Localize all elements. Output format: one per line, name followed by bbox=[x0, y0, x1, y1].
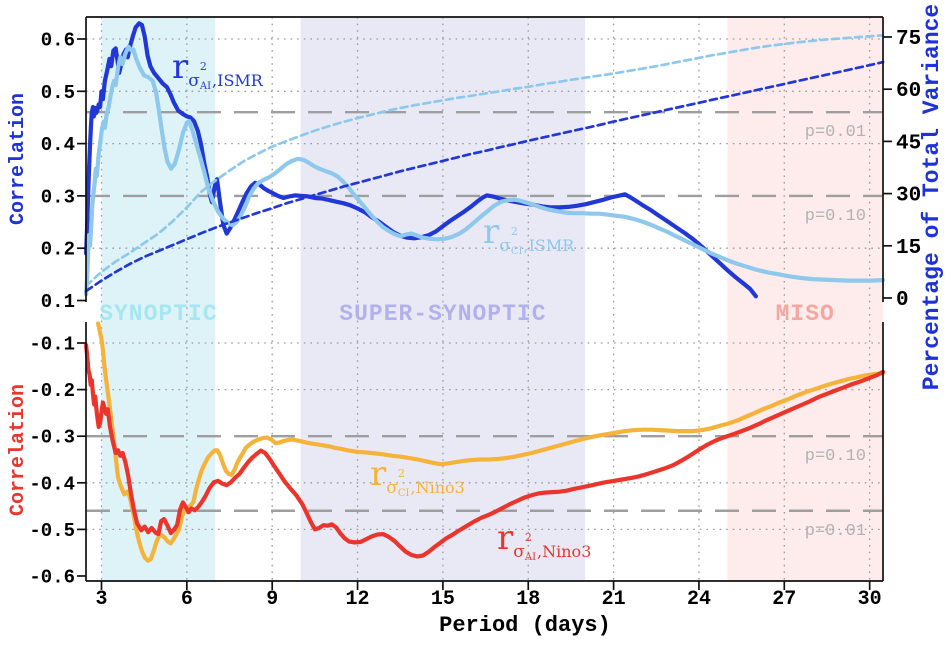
top-left-axis-title: Correlation bbox=[7, 93, 30, 225]
tick-label-x: 21 bbox=[602, 588, 626, 611]
tick-label-right: 75 bbox=[896, 28, 921, 51]
tick-label-x: 30 bbox=[858, 588, 882, 611]
tick-label-left-bottom: -0.4 bbox=[29, 473, 75, 495]
tick-label-x: 12 bbox=[346, 588, 370, 611]
band-labels: SYNOPTIC SUPER-SYNOPTIC MISO bbox=[99, 301, 835, 327]
tick-label-left-top: 0.1 bbox=[41, 291, 75, 313]
p-label-bottom-010: p=0.10 bbox=[805, 447, 866, 466]
curve-label-ai-nino3: rσ2 AI,Nino3 bbox=[497, 518, 591, 563]
shaded-period-bands bbox=[101, 17, 884, 581]
tick-label-x: 18 bbox=[516, 588, 540, 611]
axes-frame-and-ticks: 0.6 0.5 0.4 0.3 0.2 0.1 -0.1 -0.2 -0.3 -0.4 -0.5 -0… bbox=[29, 16, 921, 611]
tick-label-right: 30 bbox=[896, 185, 921, 208]
tick-label-left-bottom: -0.6 bbox=[29, 567, 75, 589]
tick-label-left-bottom: -0.3 bbox=[29, 427, 75, 449]
tick-label-left-bottom: -0.5 bbox=[29, 520, 75, 542]
tick-label-x: 6 bbox=[181, 588, 193, 611]
p-label-top-001: p=0.01 bbox=[805, 123, 866, 142]
tick-label-left-top: 0.6 bbox=[41, 30, 75, 52]
tick-label-right: 60 bbox=[896, 80, 921, 103]
significance-lines: p=0.01 p=0.10 p=0.10 p=0.01 bbox=[86, 111, 883, 541]
band-label-super-synoptic: SUPER-SYNOPTIC bbox=[339, 301, 546, 327]
series-ci-ismr bbox=[84, 44, 886, 297]
tick-label-left-top: 0.5 bbox=[41, 82, 75, 104]
bottom-left-axis-title: Correlation bbox=[7, 384, 30, 516]
series-ai-nino3 bbox=[84, 343, 886, 559]
series-ci-variance bbox=[84, 33, 885, 288]
p-label-bottom-001: p=0.01 bbox=[805, 522, 866, 541]
tick-label-left-bottom: -0.1 bbox=[29, 334, 75, 356]
series-ci-nino3 bbox=[96, 321, 886, 563]
right-axis-title: Percentage of Total Variance bbox=[919, 4, 945, 390]
tick-label-left-top: 0.2 bbox=[41, 239, 75, 261]
tick-label-right: 0 bbox=[896, 289, 909, 312]
tick-label-left-top: 0.4 bbox=[41, 134, 75, 156]
tick-label-left-bottom: -0.2 bbox=[29, 380, 75, 402]
band-label-miso: MISO bbox=[776, 301, 835, 327]
curve-label-ci-nino3: rσ2 CI,Nino3 bbox=[370, 454, 465, 499]
curve-label-ai-ismr: rσ2 AI,ISMR bbox=[172, 47, 264, 92]
tick-label-x: 9 bbox=[266, 588, 278, 611]
x-axis-title: Period (days) bbox=[439, 613, 611, 638]
tick-label-left-top: 0.3 bbox=[41, 186, 75, 208]
tick-label-x: 15 bbox=[431, 588, 455, 611]
data-curves bbox=[84, 21, 886, 563]
curve-label-ci-ismr: rσ2 CI,ISMR bbox=[483, 212, 575, 257]
series-ai-variance bbox=[84, 60, 885, 293]
p-label-top-010: p=0.10 bbox=[805, 207, 866, 226]
tick-label-right: 45 bbox=[896, 132, 921, 155]
tick-label-x: 24 bbox=[687, 588, 711, 611]
tick-label-x: 3 bbox=[95, 588, 107, 611]
band-label-synoptic: SYNOPTIC bbox=[99, 301, 217, 327]
tick-label-right: 15 bbox=[896, 237, 921, 260]
band-miso bbox=[727, 17, 884, 581]
tick-label-x: 27 bbox=[772, 588, 796, 611]
